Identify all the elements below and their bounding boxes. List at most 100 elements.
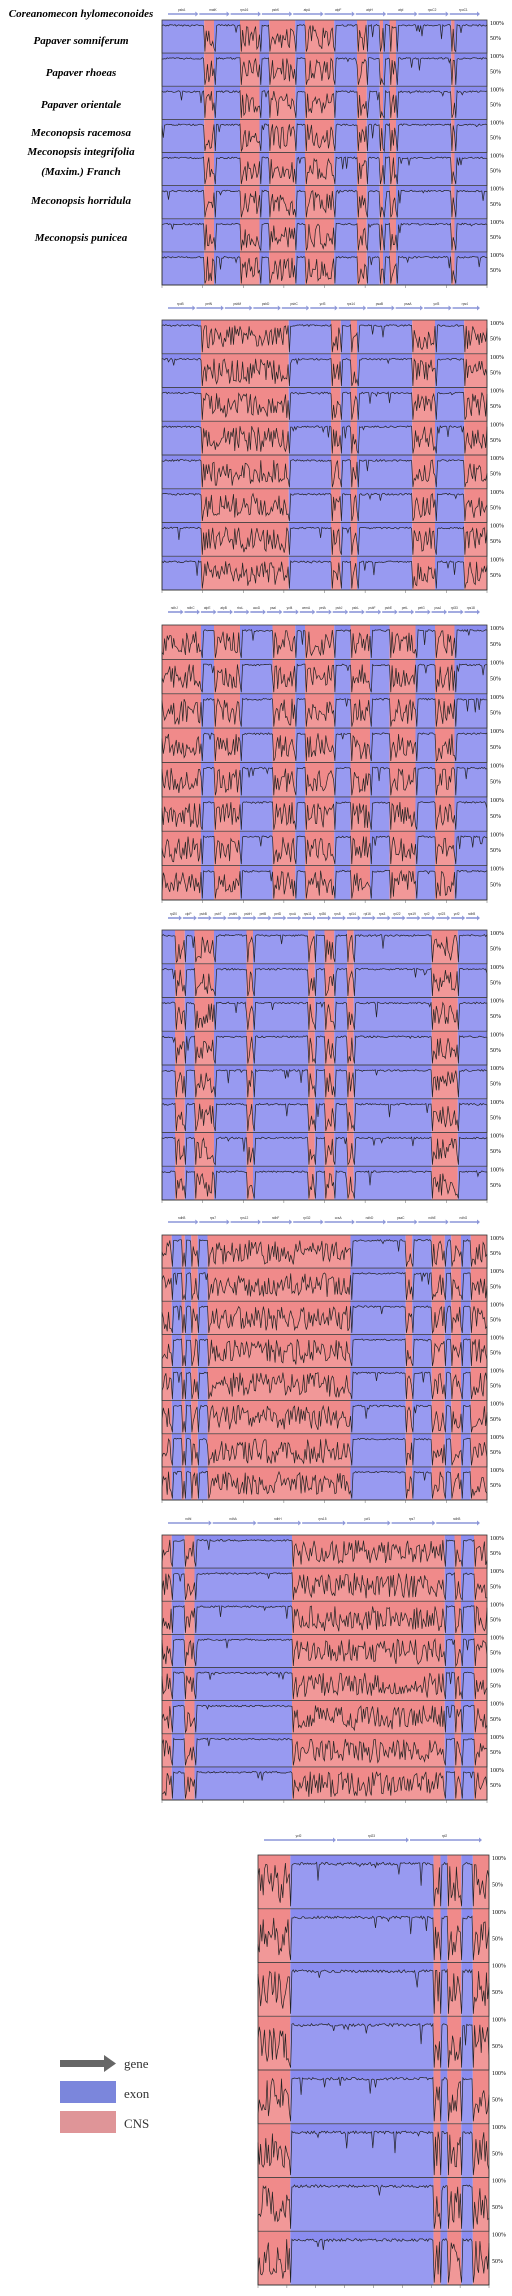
conservation-curve — [161, 425, 488, 456]
y-tick-label: 50% — [490, 1617, 501, 1623]
conservation-curve — [161, 1238, 488, 1269]
gene-arrowhead — [477, 11, 480, 17]
gene-arrowhead — [387, 1520, 391, 1526]
gene-label: rpl23 — [438, 912, 445, 916]
conservation-curve — [161, 1704, 488, 1735]
gene-label: rpl16 — [364, 912, 371, 916]
conservation-curve — [161, 1170, 488, 1201]
y-tick-label: 100% — [490, 1167, 504, 1173]
gene-label: rpoB — [177, 302, 184, 306]
y-tick-label: 50% — [490, 1115, 501, 1121]
y-tick-label: 100% — [490, 1735, 504, 1741]
y-tick-label: 100% — [490, 965, 504, 971]
gene-label: rps8 — [334, 912, 340, 916]
gene-label: atpE — [204, 606, 211, 610]
y-tick-label: 100% — [490, 422, 504, 428]
gene-label: psbC — [290, 302, 298, 306]
y-tick-label: 100% — [490, 1569, 504, 1575]
gene-arrowhead — [312, 609, 316, 615]
conservation-curve — [161, 560, 488, 591]
gene-arrowhead — [345, 609, 349, 615]
conservation-curve — [161, 628, 488, 660]
y-tick-label: 100% — [490, 120, 504, 126]
conservation-curve — [161, 122, 488, 153]
y-tick-label: 100% — [490, 389, 504, 395]
conservation-curve — [161, 1770, 488, 1801]
conservation-curve — [161, 766, 488, 798]
y-tick-label: 100% — [490, 154, 504, 160]
gene-label: psbT — [215, 912, 222, 916]
gene-arrowhead — [320, 1219, 324, 1225]
gene-arrowhead — [445, 1219, 449, 1225]
conservation-curve — [161, 869, 488, 901]
conservation-curve — [161, 933, 488, 965]
gene-arrowhead — [178, 915, 182, 921]
gene-label: psbE — [385, 606, 392, 610]
gene-label: rpl36 — [319, 912, 326, 916]
y-tick-label: 100% — [490, 1066, 504, 1072]
y-tick-label: 100% — [490, 220, 504, 226]
gene-label: psbJ — [336, 606, 343, 610]
y-tick-label: 100% — [492, 1856, 506, 1862]
gene-label: rpl22 — [393, 912, 400, 916]
gene-label: rpl20 — [170, 912, 177, 916]
conservation-curve — [161, 663, 488, 695]
gene-arrowhead — [295, 609, 299, 615]
exon-swatch — [60, 2081, 116, 2103]
gene-arrowhead — [414, 1219, 418, 1225]
conservation-curve — [161, 492, 488, 523]
gene-label: rps11 — [304, 912, 312, 916]
taxon-label: Coreanomecon hylomeconoides — [8, 8, 154, 20]
gene-arrowhead — [328, 609, 332, 615]
y-tick-label: 100% — [490, 1032, 504, 1038]
gene-arrowhead — [477, 609, 480, 615]
y-tick-label: 50% — [490, 370, 501, 376]
gene-arrowhead — [220, 305, 224, 311]
gene-label: rps3 — [379, 912, 385, 916]
gene-label: petA — [319, 606, 326, 610]
conservation-curve — [161, 459, 488, 490]
gene-label: ndhJ — [171, 606, 178, 610]
y-tick-label: 50% — [492, 1936, 503, 1942]
gene-label: rpoC2 — [428, 8, 437, 12]
y-tick-label: 100% — [492, 2179, 506, 2185]
gene-label: ndhB — [178, 1216, 185, 1220]
alignment-panel-4: rpl20 clpP psbB psbT psbN psbH petB petD rpoA rps… — [161, 912, 504, 1203]
gene-arrowhead — [333, 1837, 336, 1843]
gene-label: petN — [205, 302, 212, 306]
gene-arrowhead — [447, 915, 451, 921]
y-tick-label: 50% — [490, 539, 501, 545]
gene-arrowhead — [477, 1219, 480, 1225]
gene-arrowhead — [357, 915, 361, 921]
gene-label: psbD — [262, 302, 270, 306]
gene-arrowhead — [306, 305, 310, 311]
conservation-curve — [161, 156, 488, 186]
gene-arrow-icon — [60, 2060, 104, 2067]
y-tick-label: 100% — [490, 660, 504, 666]
y-tick-label: 50% — [490, 676, 501, 682]
gene-label: rpoC1 — [459, 8, 468, 12]
gene-label: rbcL — [237, 606, 243, 610]
conservation-curve — [161, 189, 488, 220]
taxon-label: Meconopsis integrifolia — [27, 146, 135, 158]
gene-arrowhead — [257, 11, 261, 17]
conservation-curve — [161, 391, 488, 422]
gene-arrowhead — [298, 915, 302, 921]
gene-arrowhead — [411, 609, 415, 615]
gene-arrowhead — [391, 305, 395, 311]
y-tick-label: 50% — [490, 883, 501, 889]
conservation-curve — [257, 2130, 490, 2178]
gene-arrowhead — [229, 609, 233, 615]
y-tick-label: 50% — [490, 169, 501, 175]
gene-arrowhead — [342, 1520, 346, 1526]
gene-arrowhead — [420, 305, 424, 311]
conservation-curve — [161, 1737, 488, 1768]
y-tick-label: 100% — [490, 1302, 504, 1308]
y-tick-label: 100% — [490, 1635, 504, 1641]
conservation-curve — [161, 1437, 488, 1468]
gene-arrowhead — [226, 11, 230, 17]
y-tick-label: 100% — [490, 1602, 504, 1608]
gene-arrowhead — [351, 1219, 355, 1225]
y-tick-label: 50% — [492, 1990, 503, 1996]
y-tick-label: 100% — [490, 1468, 504, 1474]
